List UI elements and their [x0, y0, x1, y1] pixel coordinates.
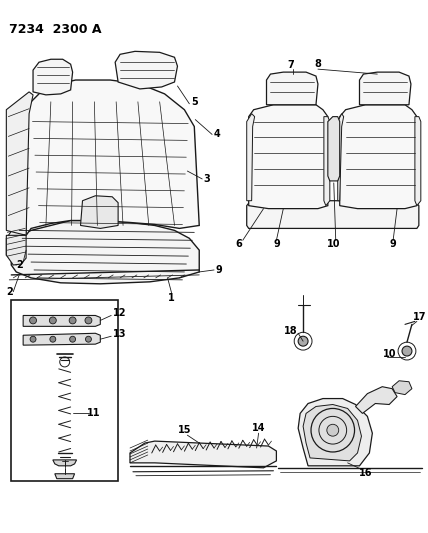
- Polygon shape: [360, 72, 411, 105]
- Text: 10: 10: [383, 349, 397, 359]
- Polygon shape: [23, 316, 100, 326]
- Polygon shape: [23, 333, 100, 345]
- Text: 2: 2: [16, 260, 23, 270]
- Circle shape: [30, 336, 36, 342]
- Polygon shape: [55, 474, 74, 479]
- Polygon shape: [130, 441, 276, 468]
- Polygon shape: [303, 405, 362, 461]
- Text: 17: 17: [413, 312, 427, 322]
- Circle shape: [69, 317, 76, 324]
- Text: 13: 13: [113, 329, 127, 340]
- Polygon shape: [53, 460, 77, 466]
- Polygon shape: [33, 59, 73, 95]
- Polygon shape: [267, 72, 318, 105]
- Text: 16: 16: [359, 468, 372, 478]
- Text: 3: 3: [204, 174, 211, 184]
- Text: 9: 9: [216, 265, 223, 275]
- Text: 12: 12: [113, 309, 127, 319]
- Polygon shape: [415, 117, 421, 206]
- Circle shape: [49, 317, 56, 324]
- Polygon shape: [115, 51, 178, 89]
- Text: 8: 8: [315, 59, 321, 69]
- Text: 14: 14: [252, 423, 265, 433]
- Text: 9: 9: [390, 239, 396, 249]
- Polygon shape: [11, 221, 199, 284]
- Circle shape: [402, 346, 412, 356]
- Polygon shape: [80, 196, 118, 229]
- Polygon shape: [249, 105, 328, 208]
- Polygon shape: [324, 117, 330, 206]
- Text: 9: 9: [273, 239, 280, 249]
- Text: 4: 4: [214, 130, 220, 140]
- Text: 1: 1: [168, 293, 175, 303]
- Polygon shape: [298, 399, 372, 466]
- Text: 7: 7: [288, 60, 294, 70]
- Text: 15: 15: [178, 425, 191, 435]
- Circle shape: [30, 317, 36, 324]
- Polygon shape: [247, 114, 255, 201]
- Polygon shape: [247, 201, 419, 229]
- Polygon shape: [6, 224, 26, 265]
- Text: 6: 6: [235, 239, 242, 249]
- Text: 7234  2300 A: 7234 2300 A: [9, 23, 102, 36]
- Text: 5: 5: [191, 97, 198, 107]
- Text: 18: 18: [285, 326, 298, 336]
- Text: 10: 10: [327, 239, 341, 249]
- Circle shape: [86, 336, 92, 342]
- Polygon shape: [6, 236, 26, 265]
- Polygon shape: [356, 387, 397, 414]
- Circle shape: [50, 336, 56, 342]
- Polygon shape: [392, 381, 412, 394]
- Polygon shape: [328, 117, 340, 181]
- Text: 11: 11: [86, 408, 100, 418]
- Circle shape: [298, 336, 308, 346]
- Polygon shape: [6, 92, 33, 236]
- Polygon shape: [340, 105, 417, 208]
- Text: 2: 2: [6, 287, 13, 297]
- Circle shape: [327, 424, 339, 436]
- Bar: [11, 300, 118, 481]
- Polygon shape: [26, 80, 199, 236]
- Circle shape: [85, 317, 92, 324]
- Polygon shape: [338, 114, 344, 201]
- Circle shape: [70, 336, 76, 342]
